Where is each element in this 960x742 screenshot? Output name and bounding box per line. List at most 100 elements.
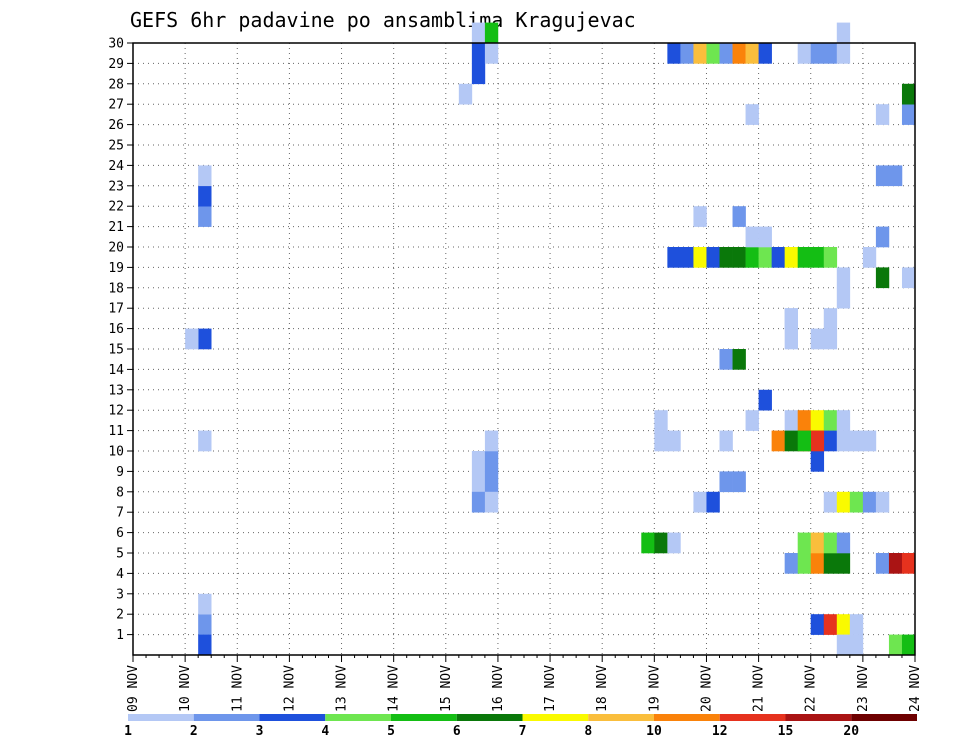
heatmap-cell [719,349,733,370]
heatmap-cell [823,247,838,268]
heatmap-cell [732,349,746,370]
y-tick-label: 18 [108,281,124,296]
x-tick-label: 11 NOV [230,665,245,712]
heatmap-cell [849,491,864,513]
heatmap-cell [758,226,772,248]
heatmap-cell [875,226,890,248]
x-tick-label: 21 NOV [752,665,767,712]
heatmap-cell [797,43,812,64]
y-tick-label: 28 [108,77,124,92]
colorbar-legend: 1 2 3 4 5 6 7 8 10 12 15 20 [124,714,917,739]
heatmap-cell [484,471,499,493]
y-tick-label: 24 [108,159,124,174]
colorbar-label: 20 [843,724,859,739]
heatmap-cell [667,430,681,452]
y-tick-label: 8 [116,485,124,500]
heatmap-cell [810,614,825,635]
heatmap-cell [810,247,825,268]
heatmap-cell [198,634,212,656]
x-tick-label: 20 NOV [699,665,714,712]
heatmap-cell [771,430,785,452]
heatmap-cell [771,247,785,268]
heatmap-cell [745,43,759,64]
heatmap-cell [849,614,864,635]
heatmap-cell [836,287,851,309]
heatmap-cell [901,104,916,125]
heatmap-cell [471,451,486,472]
heatmap-cell [732,247,746,268]
y-tick-label: 23 [108,179,124,194]
colorbar-swatch [654,714,720,721]
x-tick-label: 15 NOV [439,665,454,712]
heatmap-cell [888,634,903,656]
colorbar-swatch [588,714,654,721]
heatmap-cell [745,226,759,248]
heatmap-cell [836,553,851,574]
heatmap-cell [797,553,812,574]
heatmap-cell [823,491,838,513]
heatmap-cell [745,104,759,125]
colorbar-swatch [456,714,523,721]
heatmap-cell [823,553,838,574]
y-tick-label: 9 [116,465,124,480]
heatmap-cell [471,471,486,493]
y-tick-label: 16 [108,322,124,337]
colorbar-label: 6 [453,724,461,739]
y-tick-label: 19 [108,261,124,276]
x-tick-label: 09 NOV [126,665,141,712]
x-tick-label: 19 NOV [647,665,662,712]
heatmap-cell [784,247,798,268]
x-tick-label: 17 NOV [543,665,558,712]
heatmap-cell [471,491,486,513]
heatmap-cell [458,83,473,105]
y-tick-label: 17 [108,302,124,317]
heatmap-cell [185,328,199,350]
heatmap-cell [875,553,890,574]
x-tick-label: 13 NOV [335,665,350,712]
chart-title: GEFS 6hr padavine po ansamblima Kragujev… [130,8,636,32]
heatmap-cell [875,104,890,125]
heatmap-cell [641,532,655,554]
colorbar-swatch [719,714,786,721]
heatmap-cell [836,22,851,44]
y-tick-label: 26 [108,118,124,133]
heatmap-cell [823,532,838,554]
heatmap-cell [836,430,851,452]
heatmap-cell [198,206,212,227]
heatmap-cell [654,430,668,452]
x-tick-label: 18 NOV [595,665,610,712]
heatmap-cell [198,165,212,187]
colorbar-label: 4 [321,724,329,739]
heatmap-cell [797,410,812,431]
heatmap-cell [849,634,864,656]
y-tick-label: 5 [116,547,124,562]
heatmap-cell [862,430,877,452]
heatmap-cell [836,410,851,431]
heatmap-cell [810,43,825,64]
heatmap-cell [862,247,877,268]
heatmap-cell [901,267,916,289]
heatmap-cell [706,491,720,513]
y-tick-label: 22 [108,200,124,215]
heatmap-cell [823,614,838,635]
x-tick-label: 22 NOV [804,665,819,712]
heatmap-cell [680,43,694,64]
heatmap-cell [719,471,733,493]
heatmap-cell [198,593,212,615]
y-tick-label: 13 [108,383,124,398]
heatmap-cell [484,430,499,452]
heatmap-cell [836,532,851,554]
y-tick-label: 4 [116,567,124,582]
heatmap-cell [706,43,720,64]
y-axis: 1234567891011121314151617181920212223242… [108,37,133,643]
heatmap-cell [862,491,877,513]
heatmap-cell [810,553,825,574]
colorbar-label: 2 [190,724,198,739]
heatmap-cell [745,410,759,431]
y-tick-label: 15 [108,343,124,358]
y-tick-label: 6 [116,526,124,541]
heatmap-cell [823,430,838,452]
heatmap-cell [198,185,212,207]
y-tick-label: 11 [108,424,124,439]
